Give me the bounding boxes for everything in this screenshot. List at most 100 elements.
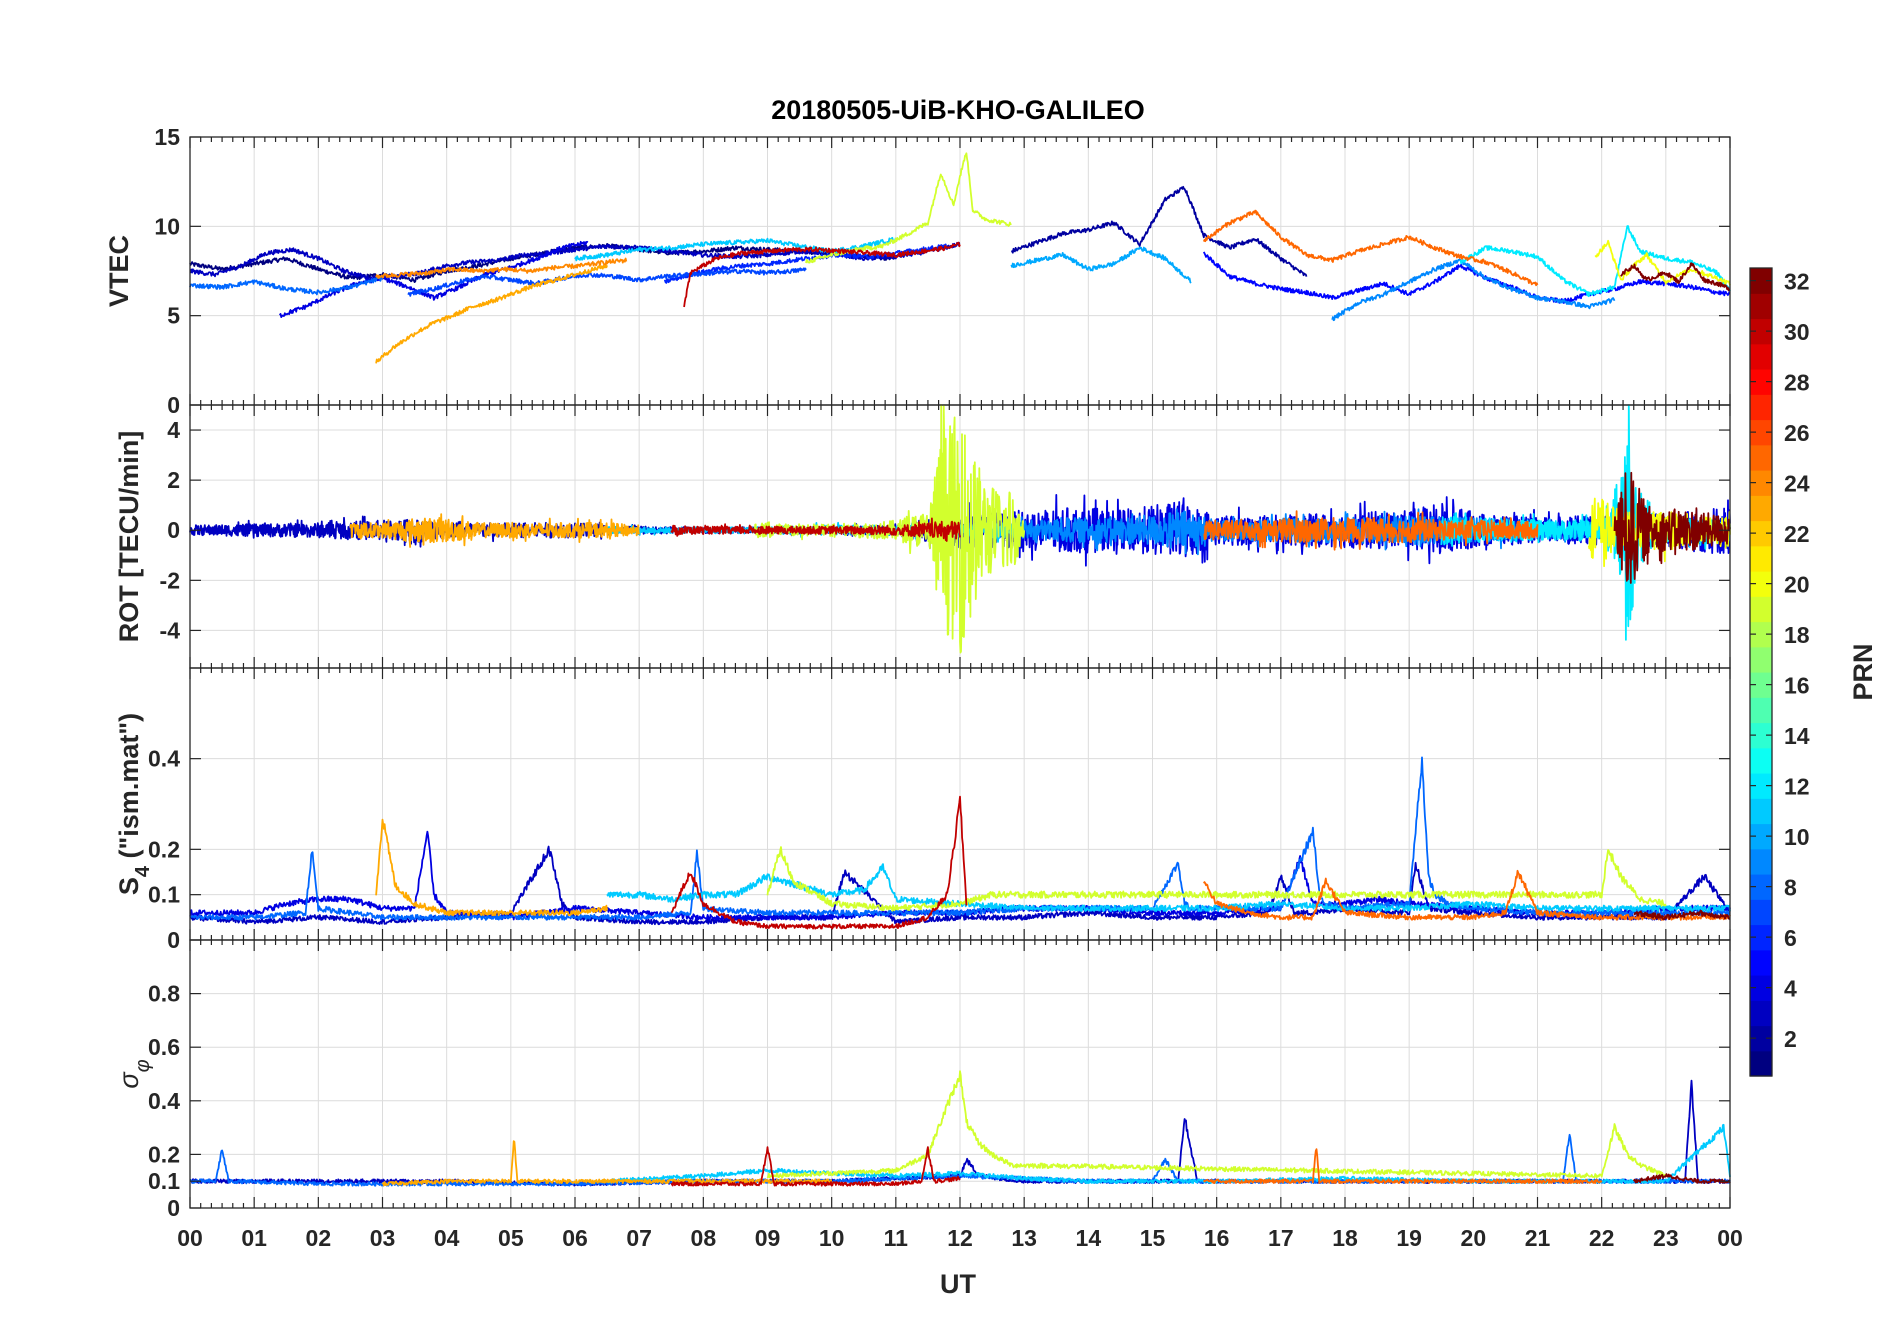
x-tick-label: 20 [1461, 1225, 1487, 1251]
rot-y-axis-title: ROT [TECU/min] [114, 431, 144, 642]
colorbar-tick-label: 30 [1784, 319, 1810, 345]
sigma_phi-series-prn-23 [381, 1140, 833, 1187]
vtec-series-prn-23 [375, 263, 608, 364]
vtec-y-axis-title: VTEC [104, 235, 134, 307]
colorbar-tick-label: 16 [1784, 673, 1810, 699]
x-tick-label: 16 [1204, 1225, 1230, 1251]
x-tick-label: 18 [1332, 1225, 1358, 1251]
x-tick-label: 01 [241, 1225, 267, 1251]
colorbar-segment [1750, 672, 1772, 698]
colorbar-tick-label: 4 [1784, 976, 1797, 1002]
s4-y-axis-title-rest: ("ism.mat") [114, 713, 144, 866]
colorbar-segment [1750, 747, 1772, 774]
s4-x-ticks: 0 0.1 0.2 0.4 [148, 668, 1731, 953]
colorbar-segment [1750, 773, 1772, 799]
colorbar-segment [1750, 722, 1772, 749]
rot-y-tick-label: 2 [167, 467, 180, 493]
x-tick-label: 04 [434, 1225, 460, 1251]
colorbar-segment [1750, 924, 1772, 951]
x-tick-label: 17 [1268, 1225, 1294, 1251]
colorbar-segment [1750, 798, 1772, 825]
x-tick-label: 07 [626, 1225, 652, 1251]
colorbar-tick-label: 6 [1784, 925, 1797, 951]
s4-series-prn-19 [766, 846, 1667, 912]
rot-y-tick-label: 0 [167, 517, 180, 543]
vtec-series-prn-7 [407, 267, 807, 297]
colorbar-segment [1750, 874, 1772, 900]
x-tick-label: 00 [1717, 1225, 1743, 1251]
vtec-series-prn-2 [1011, 185, 1308, 277]
vtec-series-prn-5 [1202, 251, 1731, 304]
sigma_phi-series-prn-19 [766, 1070, 1667, 1179]
x-tick-label: 10 [819, 1225, 845, 1251]
panel-s4: 00.10.20.4S4 ("ism.mat") [114, 667, 1731, 953]
colorbar-tick-label: 20 [1784, 572, 1810, 598]
colorbar-segment [1750, 268, 1772, 294]
s4-y-tick-label: 0.2 [148, 836, 180, 862]
x-tick-label: 19 [1396, 1225, 1422, 1251]
vtec-series-prn-8 [189, 276, 384, 296]
colorbar-tick-label: 2 [1784, 1026, 1797, 1052]
s4-series-prn-11 [606, 863, 1731, 912]
vtec-series-prn-20 [1594, 239, 1731, 286]
sigma_phi-y-tick-label: 0.4 [148, 1088, 180, 1114]
rot-y-tick-label: 4 [167, 417, 180, 443]
colorbar-segment [1750, 394, 1772, 421]
vtec-series-prn-12 [1459, 225, 1731, 298]
sigma_phi-series-prn-32 [1632, 1173, 1731, 1184]
colorbar-tick-label: 24 [1784, 471, 1810, 497]
x-tick-label: 08 [691, 1225, 717, 1251]
s4-y-tick-label: 0.1 [148, 882, 180, 908]
s4-series-prn-30 [671, 795, 968, 930]
colorbar-segment [1750, 848, 1772, 875]
colorbar-segment [1750, 1025, 1772, 1052]
sigma_phi-y-axis-title: σφ [114, 1059, 154, 1088]
vtec-y-tick-label: 10 [154, 213, 180, 239]
colorbar-tick-label: 26 [1784, 420, 1810, 446]
colorbar-segment [1750, 621, 1772, 648]
colorbar-segment [1750, 646, 1772, 673]
colorbar-tick-label: 14 [1784, 723, 1810, 749]
vtec-series-prn-24 [375, 257, 628, 279]
sigma_phi-y-tick-label: 0.1 [148, 1168, 180, 1194]
sigma_phi-y-axis-title-sub: φ [132, 1059, 154, 1072]
colorbar-segment [1750, 293, 1772, 320]
s4-y-tick-label: 0 [167, 927, 180, 953]
colorbar-tick-label: 32 [1784, 269, 1810, 295]
vtec-series-prn-10 [1010, 246, 1192, 284]
colorbar-segment [1750, 1050, 1772, 1077]
s4-series-prn-25 [1203, 869, 1731, 921]
rot-y-tick-label: -4 [160, 617, 181, 643]
x-tick-label: 11 [884, 1225, 909, 1251]
colorbar-segment [1750, 899, 1772, 926]
x-tick-label: 21 [1525, 1225, 1551, 1251]
vtec-y-tick-label: 15 [154, 124, 180, 150]
x-tick-label: 14 [1076, 1225, 1102, 1251]
sigma_phi-series-prn-25 [1203, 1148, 1603, 1184]
colorbar-segment [1750, 697, 1772, 724]
x-tick-label: 13 [1011, 1225, 1037, 1251]
colorbar-segment [1750, 975, 1772, 1001]
colorbar-segment [1750, 444, 1772, 471]
x-tick-label: 09 [755, 1225, 781, 1251]
vtec-y-tick-label: 0 [167, 392, 180, 418]
rot-series-prn-25 [1203, 510, 1539, 551]
colorbar-segment [1750, 596, 1772, 623]
s4-series-prn-23 [375, 818, 608, 917]
sigma_phi-series-prn-30 [670, 1146, 961, 1187]
x-tick-labels: 00 01 02 03 04 05 06 07 08 09 10 11 12 13 14 15 16 17 18 19… [177, 1225, 1743, 1251]
vtec-series-prn-25 [1202, 209, 1539, 287]
colorbar-segment [1750, 495, 1772, 522]
sigma_phi-series-group [189, 1070, 1731, 1187]
rot-series-prn-23 [349, 513, 641, 548]
vtec-series-prn-4 [278, 240, 589, 319]
colorbar-segment [1750, 343, 1772, 370]
x-tick-label: 22 [1589, 1225, 1615, 1251]
colorbar-tick-label: 22 [1784, 521, 1810, 547]
x-tick-label: 02 [306, 1225, 332, 1251]
sigma_phi-y-axis-title-main: σ [114, 1071, 144, 1089]
